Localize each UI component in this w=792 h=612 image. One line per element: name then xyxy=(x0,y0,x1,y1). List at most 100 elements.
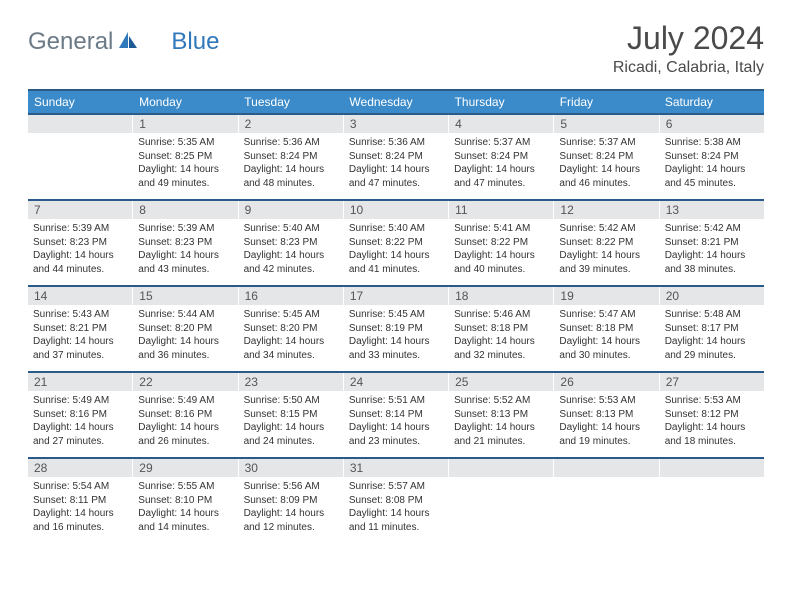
day-number: 1 xyxy=(133,115,237,133)
day-number: 25 xyxy=(449,373,553,391)
day-details: Sunrise: 5:40 AMSunset: 8:22 PMDaylight:… xyxy=(344,219,448,281)
day-cell xyxy=(660,459,764,543)
day-number: 7 xyxy=(28,201,132,219)
day-cell xyxy=(28,115,133,199)
day-cell: 12Sunrise: 5:42 AMSunset: 8:22 PMDayligh… xyxy=(554,201,659,285)
day-number: 6 xyxy=(660,115,764,133)
day-number: 28 xyxy=(28,459,132,477)
day-details: Sunrise: 5:40 AMSunset: 8:23 PMDaylight:… xyxy=(239,219,343,281)
calendar-page: General Blue July 2024 Ricadi, Calabria,… xyxy=(0,0,792,563)
day-details: Sunrise: 5:42 AMSunset: 8:22 PMDaylight:… xyxy=(554,219,658,281)
logo-text-1: General xyxy=(28,28,113,56)
day-number: 11 xyxy=(449,201,553,219)
weekday-header-cell: Sunday xyxy=(28,91,133,113)
day-cell: 2Sunrise: 5:36 AMSunset: 8:24 PMDaylight… xyxy=(239,115,344,199)
day-cell: 30Sunrise: 5:56 AMSunset: 8:09 PMDayligh… xyxy=(239,459,344,543)
day-details: Sunrise: 5:45 AMSunset: 8:20 PMDaylight:… xyxy=(239,305,343,367)
day-details: Sunrise: 5:48 AMSunset: 8:17 PMDaylight:… xyxy=(660,305,764,367)
day-number: 27 xyxy=(660,373,764,391)
day-number: 20 xyxy=(660,287,764,305)
day-cell: 4Sunrise: 5:37 AMSunset: 8:24 PMDaylight… xyxy=(449,115,554,199)
day-details: Sunrise: 5:35 AMSunset: 8:25 PMDaylight:… xyxy=(133,133,237,195)
empty-day-number xyxy=(660,459,764,477)
day-cell: 14Sunrise: 5:43 AMSunset: 8:21 PMDayligh… xyxy=(28,287,133,371)
day-cell: 18Sunrise: 5:46 AMSunset: 8:18 PMDayligh… xyxy=(449,287,554,371)
day-details: Sunrise: 5:46 AMSunset: 8:18 PMDaylight:… xyxy=(449,305,553,367)
day-cell: 1Sunrise: 5:35 AMSunset: 8:25 PMDaylight… xyxy=(133,115,238,199)
day-details: Sunrise: 5:42 AMSunset: 8:21 PMDaylight:… xyxy=(660,219,764,281)
day-details: Sunrise: 5:54 AMSunset: 8:11 PMDaylight:… xyxy=(28,477,132,539)
day-number: 17 xyxy=(344,287,448,305)
day-details: Sunrise: 5:37 AMSunset: 8:24 PMDaylight:… xyxy=(554,133,658,195)
day-number: 9 xyxy=(239,201,343,219)
day-details: Sunrise: 5:36 AMSunset: 8:24 PMDaylight:… xyxy=(239,133,343,195)
day-cell: 29Sunrise: 5:55 AMSunset: 8:10 PMDayligh… xyxy=(133,459,238,543)
day-details: Sunrise: 5:56 AMSunset: 8:09 PMDaylight:… xyxy=(239,477,343,539)
day-cell: 7Sunrise: 5:39 AMSunset: 8:23 PMDaylight… xyxy=(28,201,133,285)
day-cell: 11Sunrise: 5:41 AMSunset: 8:22 PMDayligh… xyxy=(449,201,554,285)
day-number: 12 xyxy=(554,201,658,219)
day-cell: 23Sunrise: 5:50 AMSunset: 8:15 PMDayligh… xyxy=(239,373,344,457)
month-title: July 2024 xyxy=(613,20,764,57)
day-details: Sunrise: 5:57 AMSunset: 8:08 PMDaylight:… xyxy=(344,477,448,539)
day-number: 16 xyxy=(239,287,343,305)
day-details: Sunrise: 5:41 AMSunset: 8:22 PMDaylight:… xyxy=(449,219,553,281)
day-number: 22 xyxy=(133,373,237,391)
weekday-header-cell: Friday xyxy=(554,91,659,113)
title-block: July 2024 Ricadi, Calabria, Italy xyxy=(613,20,764,77)
empty-day-number xyxy=(449,459,553,477)
logo-text-2: Blue xyxy=(171,28,219,56)
weekday-header-row: SundayMondayTuesdayWednesdayThursdayFrid… xyxy=(28,89,764,113)
day-details: Sunrise: 5:50 AMSunset: 8:15 PMDaylight:… xyxy=(239,391,343,453)
day-details: Sunrise: 5:49 AMSunset: 8:16 PMDaylight:… xyxy=(133,391,237,453)
day-cell: 28Sunrise: 5:54 AMSunset: 8:11 PMDayligh… xyxy=(28,459,133,543)
day-number: 8 xyxy=(133,201,237,219)
day-cell: 22Sunrise: 5:49 AMSunset: 8:16 PMDayligh… xyxy=(133,373,238,457)
day-cell: 3Sunrise: 5:36 AMSunset: 8:24 PMDaylight… xyxy=(344,115,449,199)
day-number: 23 xyxy=(239,373,343,391)
day-cell: 31Sunrise: 5:57 AMSunset: 8:08 PMDayligh… xyxy=(344,459,449,543)
day-details: Sunrise: 5:44 AMSunset: 8:20 PMDaylight:… xyxy=(133,305,237,367)
day-cell: 19Sunrise: 5:47 AMSunset: 8:18 PMDayligh… xyxy=(554,287,659,371)
empty-day-number xyxy=(554,459,658,477)
day-details: Sunrise: 5:39 AMSunset: 8:23 PMDaylight:… xyxy=(28,219,132,281)
day-number: 21 xyxy=(28,373,132,391)
day-details: Sunrise: 5:43 AMSunset: 8:21 PMDaylight:… xyxy=(28,305,132,367)
day-cell: 25Sunrise: 5:52 AMSunset: 8:13 PMDayligh… xyxy=(449,373,554,457)
day-number: 5 xyxy=(554,115,658,133)
weekday-header-cell: Tuesday xyxy=(238,91,343,113)
day-cell: 17Sunrise: 5:45 AMSunset: 8:19 PMDayligh… xyxy=(344,287,449,371)
day-details: Sunrise: 5:51 AMSunset: 8:14 PMDaylight:… xyxy=(344,391,448,453)
day-number: 3 xyxy=(344,115,448,133)
day-cell: 26Sunrise: 5:53 AMSunset: 8:13 PMDayligh… xyxy=(554,373,659,457)
day-number: 15 xyxy=(133,287,237,305)
day-details: Sunrise: 5:47 AMSunset: 8:18 PMDaylight:… xyxy=(554,305,658,367)
week-row: 28Sunrise: 5:54 AMSunset: 8:11 PMDayligh… xyxy=(28,457,764,543)
day-cell: 24Sunrise: 5:51 AMSunset: 8:14 PMDayligh… xyxy=(344,373,449,457)
weekday-header-cell: Wednesday xyxy=(343,91,448,113)
day-cell xyxy=(554,459,659,543)
day-number: 31 xyxy=(344,459,448,477)
logo-sail-icon xyxy=(117,30,139,55)
day-number: 29 xyxy=(133,459,237,477)
day-details: Sunrise: 5:52 AMSunset: 8:13 PMDaylight:… xyxy=(449,391,553,453)
day-cell: 5Sunrise: 5:37 AMSunset: 8:24 PMDaylight… xyxy=(554,115,659,199)
day-details: Sunrise: 5:37 AMSunset: 8:24 PMDaylight:… xyxy=(449,133,553,195)
week-row: 14Sunrise: 5:43 AMSunset: 8:21 PMDayligh… xyxy=(28,285,764,371)
day-cell: 6Sunrise: 5:38 AMSunset: 8:24 PMDaylight… xyxy=(660,115,764,199)
calendar-grid: SundayMondayTuesdayWednesdayThursdayFrid… xyxy=(28,89,764,543)
week-row: 1Sunrise: 5:35 AMSunset: 8:25 PMDaylight… xyxy=(28,113,764,199)
day-number: 14 xyxy=(28,287,132,305)
weekday-header-cell: Thursday xyxy=(449,91,554,113)
day-details: Sunrise: 5:53 AMSunset: 8:12 PMDaylight:… xyxy=(660,391,764,453)
day-number: 13 xyxy=(660,201,764,219)
week-row: 21Sunrise: 5:49 AMSunset: 8:16 PMDayligh… xyxy=(28,371,764,457)
weekday-header-cell: Saturday xyxy=(659,91,764,113)
day-number: 19 xyxy=(554,287,658,305)
day-cell: 27Sunrise: 5:53 AMSunset: 8:12 PMDayligh… xyxy=(660,373,764,457)
day-number: 30 xyxy=(239,459,343,477)
day-number: 18 xyxy=(449,287,553,305)
day-number: 26 xyxy=(554,373,658,391)
day-number: 24 xyxy=(344,373,448,391)
empty-day-number xyxy=(28,115,132,133)
